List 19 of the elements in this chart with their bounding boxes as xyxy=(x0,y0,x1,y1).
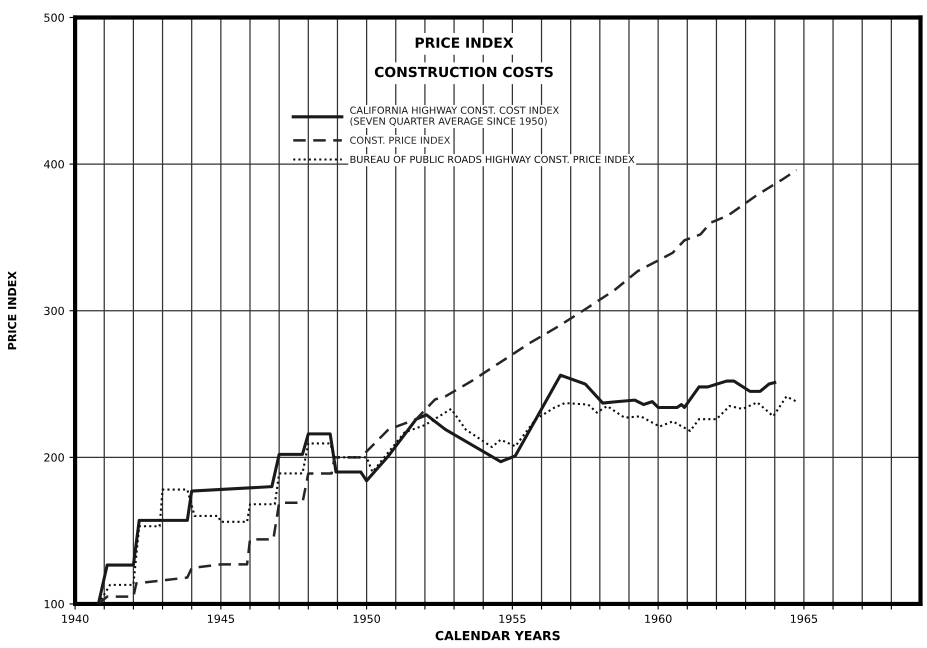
y-axis-title: PRICE INDEX xyxy=(8,271,16,350)
x-tick-label: 1940 xyxy=(62,614,88,623)
y-tick-label: 400 xyxy=(44,160,64,168)
x-tick-label: 1955 xyxy=(499,614,526,623)
line-series xyxy=(97,168,798,604)
x-axis-title: CALENDAR YEARS xyxy=(436,630,560,640)
y-tick-label: 200 xyxy=(44,453,64,462)
x-tick-label: 1945 xyxy=(208,614,234,623)
text: BUREAU OF PUBLIC ROADS HIGHWAY CONST. PRICE INDEX xyxy=(350,156,634,164)
x-tick-label: 1950 xyxy=(354,614,380,623)
text: CONSTRUCTION COSTS xyxy=(374,66,553,78)
text: CALIFORNIA HIGHWAY CONST. COST INDEX (SEVEN QUARTER AVERAGE SINCE 1950) xyxy=(350,106,559,126)
y-tick-label: 500 xyxy=(44,13,64,22)
y-tick-label: 300 xyxy=(44,306,64,316)
y-tick-label: 100 xyxy=(44,600,64,608)
x-tick-label: 1960 xyxy=(645,614,672,623)
text: CONST. PRICE INDEX xyxy=(350,136,450,144)
x-tick-label: 1965 xyxy=(790,614,818,623)
text: PRICE INDEX xyxy=(416,37,514,48)
